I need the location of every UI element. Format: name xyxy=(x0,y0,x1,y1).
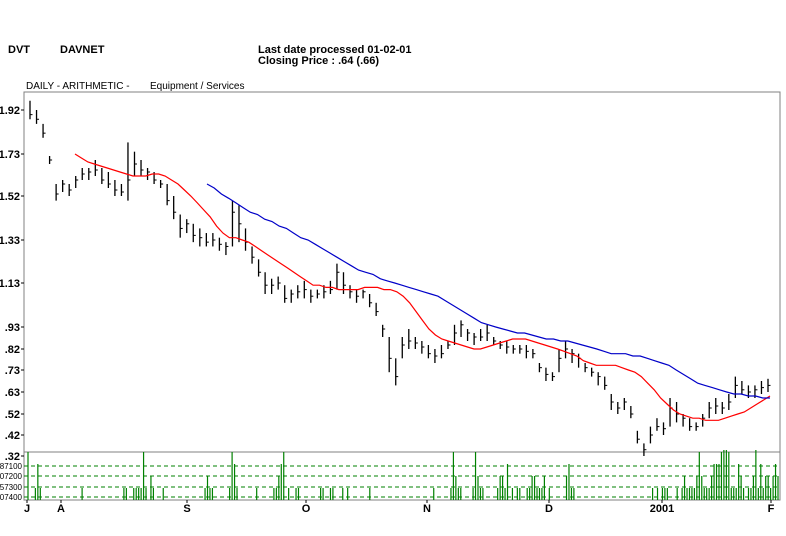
chart-mode-label: DAILY - ARITHMETIC - xyxy=(26,81,130,92)
volume-tick-label: 57300 xyxy=(0,483,23,492)
last-date-processed: Last date processed 01-02-01 xyxy=(258,44,412,56)
volume-tick-label: 687100 xyxy=(0,462,23,471)
y-tick-label: .32 xyxy=(5,451,20,463)
y-tick-label: 1.13 xyxy=(0,278,20,290)
sector-label: Equipment / Services xyxy=(150,81,245,92)
y-tick-label: 1.52 xyxy=(0,191,20,203)
x-tick-label: S xyxy=(183,503,190,515)
x-tick-label: F xyxy=(768,503,775,515)
y-tick-label: .73 xyxy=(5,365,20,377)
x-tick-label: N xyxy=(423,503,431,515)
y-tick-label: .52 xyxy=(5,409,20,421)
volume-tick-label: 07400 xyxy=(0,493,23,502)
y-tick-label: 1.33 xyxy=(0,235,20,247)
volume-tick-label: 607200 xyxy=(0,472,23,481)
y-tick-label: .93 xyxy=(5,322,20,334)
x-tick-label: D xyxy=(545,503,553,515)
y-tick-label: .82 xyxy=(5,344,20,356)
x-tick-label: O xyxy=(302,503,311,515)
x-tick-label: 2001 xyxy=(650,503,674,515)
ticker-symbol: DVT xyxy=(8,44,30,56)
y-tick-label: 1.73 xyxy=(0,149,20,161)
company-name: DAVNET xyxy=(60,44,105,56)
y-tick-label: .63 xyxy=(5,387,20,399)
moving-average-long-line xyxy=(206,183,770,399)
moving-average-short-line xyxy=(74,153,771,421)
x-tick-label: A xyxy=(57,503,65,515)
x-tick-label: J xyxy=(24,503,30,515)
plot-frame xyxy=(23,91,781,501)
y-tick-label: 1.92 xyxy=(0,105,20,117)
closing-price: Closing Price : .64 (.66) xyxy=(258,55,380,67)
y-tick-label: .42 xyxy=(5,430,20,442)
